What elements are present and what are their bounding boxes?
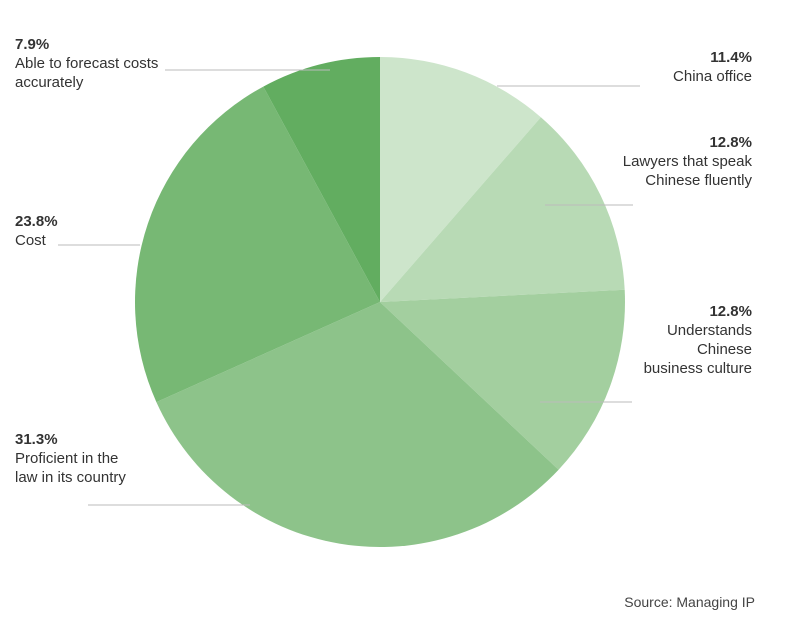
value-label: 31.3% <box>15 431 58 448</box>
value-label: 12.8% <box>709 303 752 320</box>
value-label: 7.9% <box>15 36 50 53</box>
category-label: Able to forecast costs accurately <box>15 55 159 91</box>
slice-label: 31.3% Proficient in the law in its countr… <box>15 430 135 487</box>
slice-label: 23.8% Cost <box>15 212 155 250</box>
value-label: 11.4% <box>710 49 752 66</box>
value-label: 12.8% <box>709 134 752 151</box>
source: Source: Managing IP <box>624 594 755 610</box>
value-label: 23.8% <box>15 213 58 230</box>
pie-slice <box>380 117 625 303</box>
pie-slice <box>135 86 380 403</box>
slice-label: 12.8% Lawyers that speak Chinese fluently <box>622 133 752 190</box>
category-label: Proficient in the law in its country <box>15 450 126 486</box>
slice-label: 7.9% Able to forecast costs accurately <box>15 35 175 92</box>
category-label: China office <box>673 68 752 85</box>
category-label: Lawyers that speak Chinese fluently <box>622 153 752 189</box>
pie-slice <box>380 289 625 470</box>
category-label: Understands Chinese business culture <box>643 322 752 377</box>
category-label: Cost <box>15 232 46 249</box>
slice-label: 11.4% China office <box>612 48 752 86</box>
pie-slice <box>156 302 559 547</box>
slice-label: 12.8% Understands Chinese business cultur… <box>642 302 752 378</box>
pie-slice <box>380 57 541 302</box>
pie-slice <box>263 57 380 302</box>
